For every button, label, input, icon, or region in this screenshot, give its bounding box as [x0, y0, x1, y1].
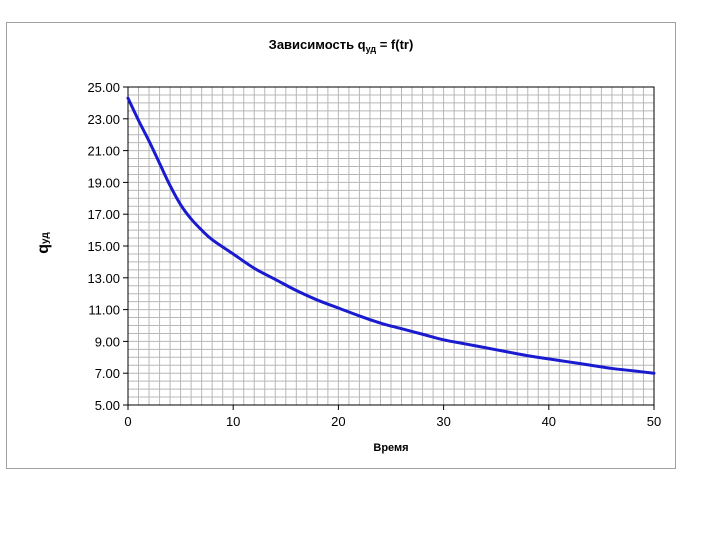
y-tick-label: 13.00 [87, 271, 120, 286]
x-tick-label: 0 [124, 414, 131, 429]
series-line [126, 96, 656, 375]
y-tick-label: 25.00 [87, 80, 120, 95]
y-tick-label: 11.00 [88, 303, 120, 318]
y-tick-label: 15.00 [87, 239, 120, 254]
x-tick-label: 20 [331, 414, 345, 429]
chart-frame: Зависимость qуд = f(tr) 0 10 20 30 40 50 5.00 7… [6, 22, 676, 469]
y-tick-label: 9.00 [95, 334, 120, 349]
y-tick-label: 19.00 [87, 175, 120, 190]
x-tick-label: 50 [647, 414, 661, 429]
x-axis-label: Время [373, 442, 408, 454]
x-tick-label: 40 [542, 414, 556, 429]
y-tick-label: 21.00 [87, 144, 120, 159]
y-tick-label: 7.00 [95, 366, 120, 381]
series-layer [126, 96, 656, 375]
x-tick-label: 10 [226, 414, 240, 429]
y-axis-label: qуд [35, 232, 52, 254]
chart-title: Зависимость qуд = f(tr) [269, 37, 414, 54]
grid-layer [128, 87, 654, 405]
tick-layer: 0 10 20 30 40 50 5.00 7.00 9.00 11.00 13.00 15.00 17… [87, 80, 661, 429]
x-tick-label: 30 [436, 414, 450, 429]
y-tick-label: 5.00 [95, 398, 120, 413]
y-tick-label: 17.00 [87, 207, 120, 222]
y-tick-label: 23.00 [87, 112, 120, 127]
chart-svg: Зависимость qуд = f(tr) 0 10 20 30 40 50 5.00 7… [35, 37, 661, 454]
